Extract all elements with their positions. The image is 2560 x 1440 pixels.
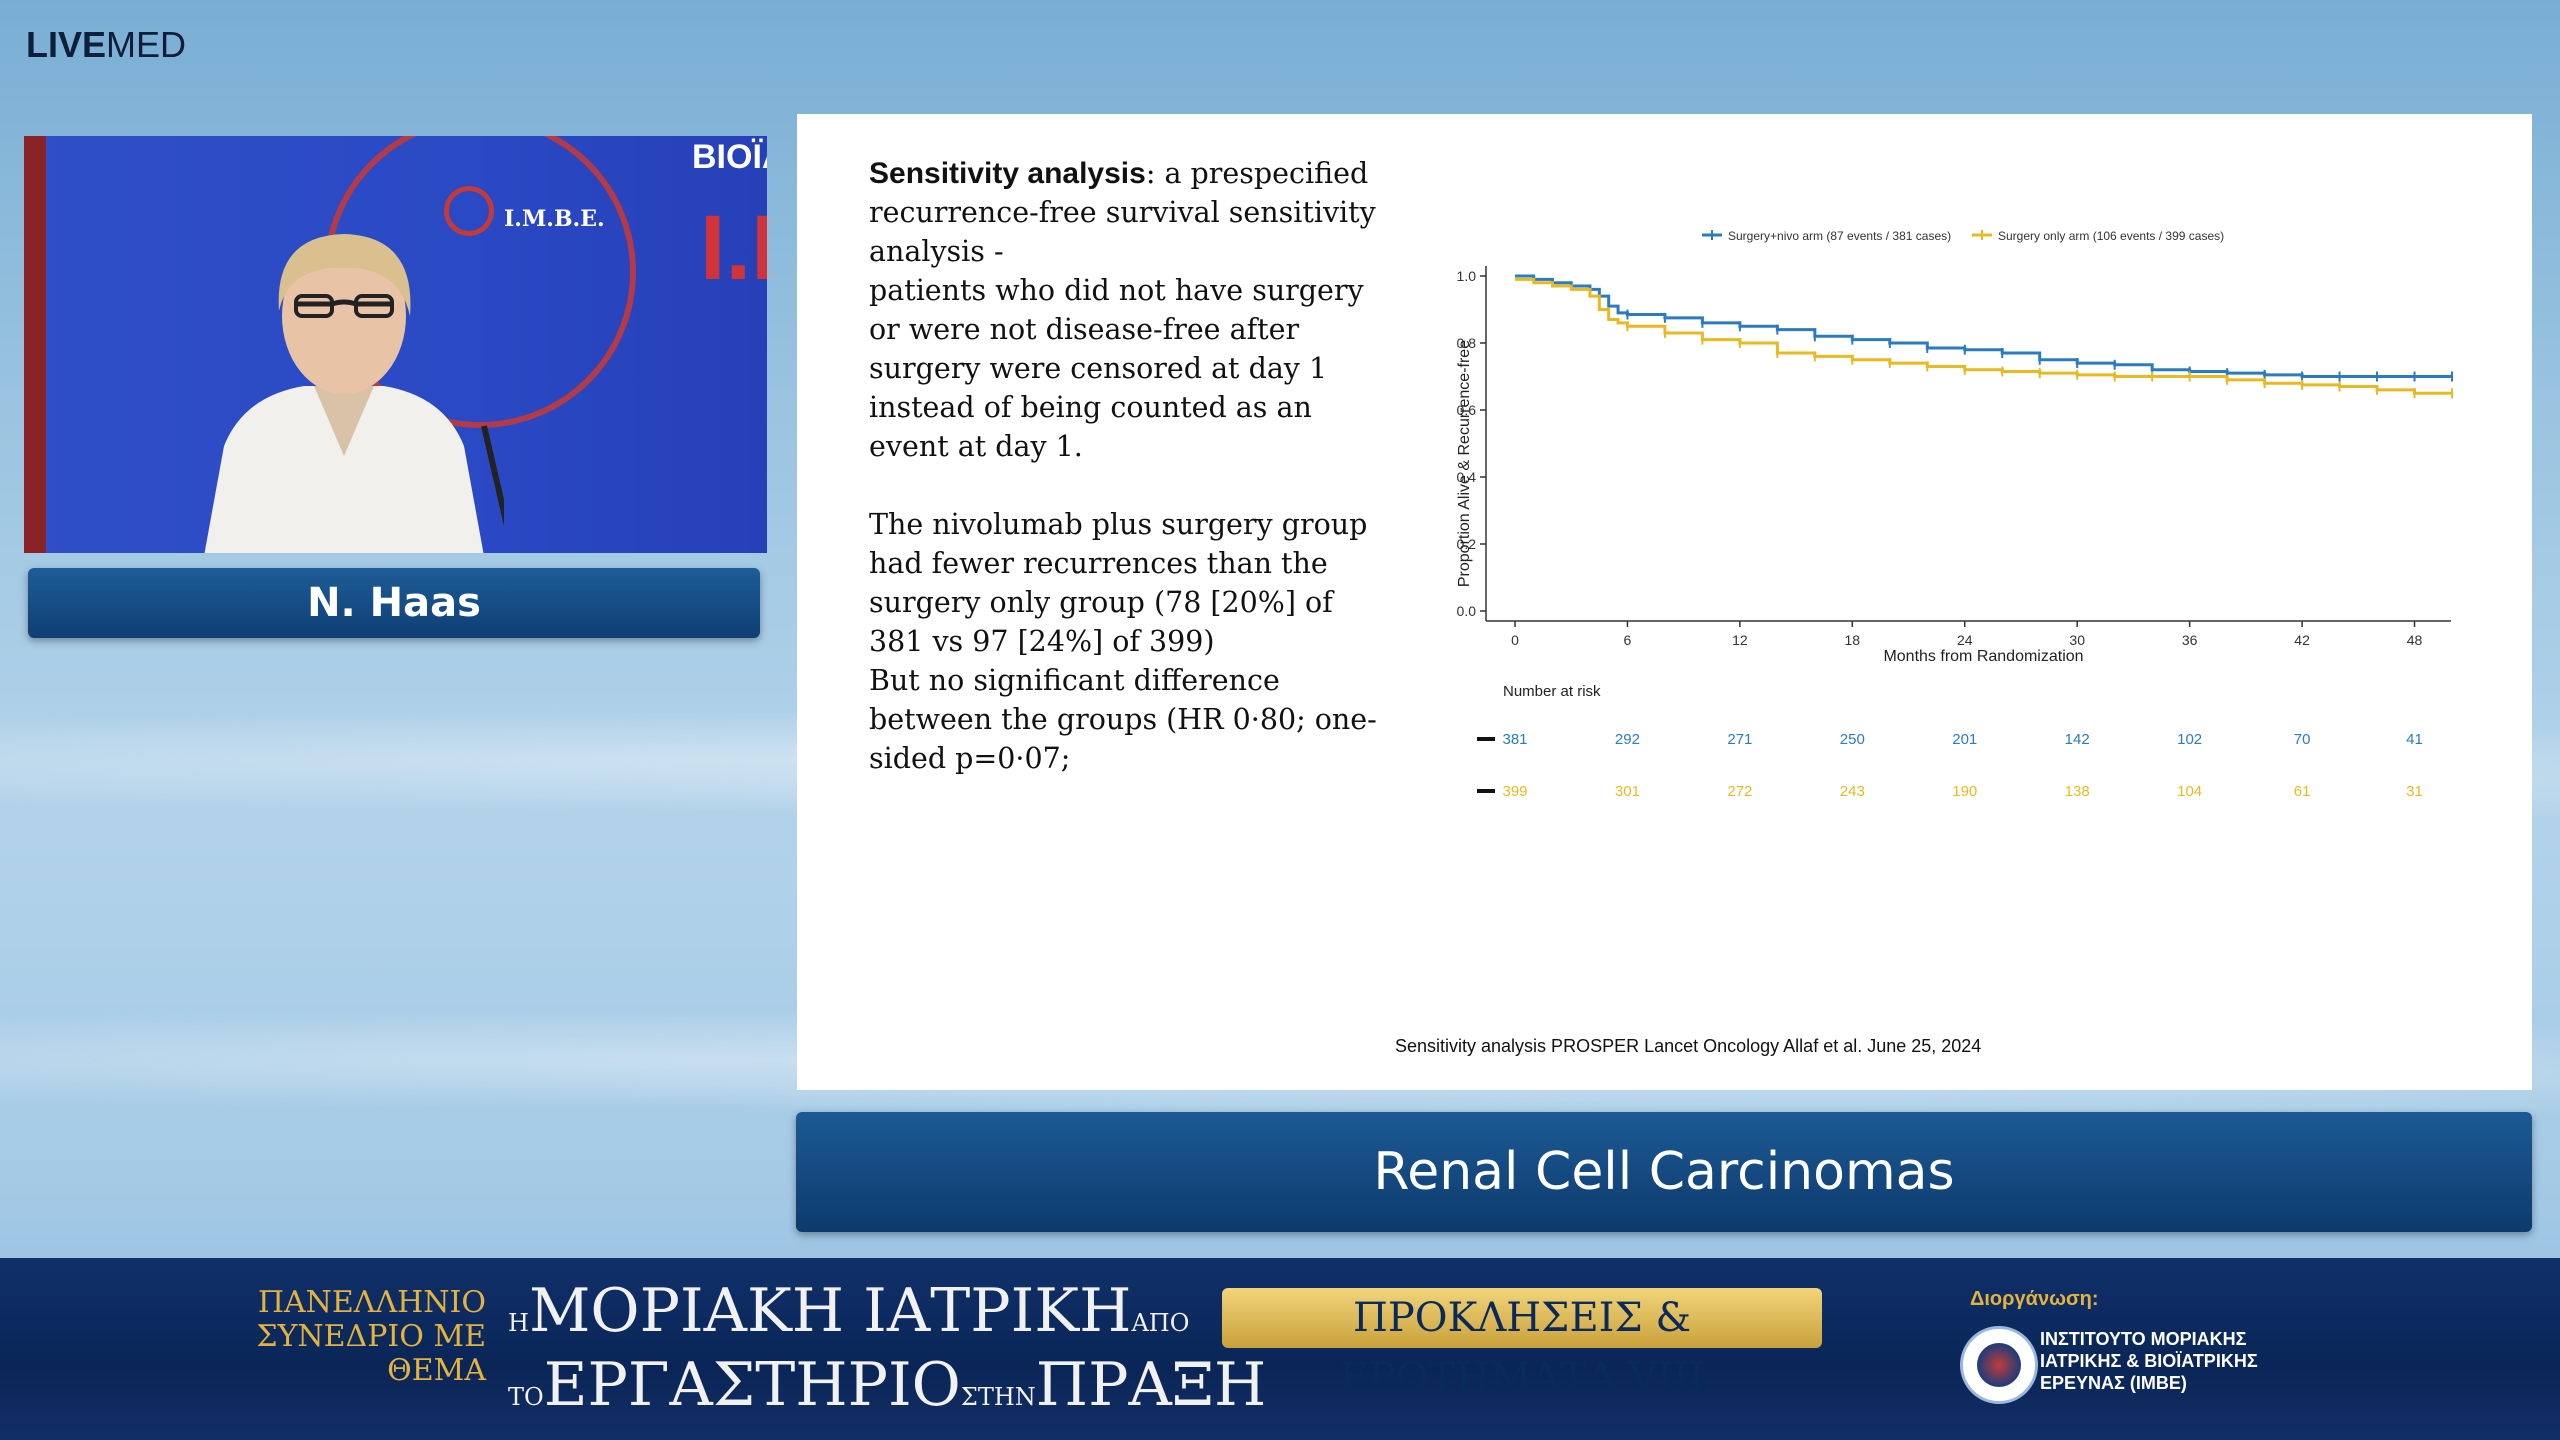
y-axis-label: Proportion Alive & Recurrence-free — [1456, 340, 1473, 587]
conference-footer: ΠΑΝΕΛΛΗΝΙΟ ΣΥΝΕΔΡΙΟ ΜΕ ΘΕΜΑ ΗΜΟΡΙΑΚΗ ΙΑΤ… — [0, 1258, 2560, 1440]
risk-value: 41 — [2406, 731, 2423, 748]
slide-heading: Sensitivity analysis — [869, 157, 1146, 190]
x-tick-label: 12 — [1732, 632, 1748, 648]
risk-value: 381 — [1502, 731, 1527, 748]
risk-value: 61 — [2294, 783, 2311, 800]
risk-value: 399 — [1502, 783, 1527, 800]
organizer-label: Διοργάνωση: — [1970, 1288, 2099, 1310]
emblem-text: I.M.B.E. — [504, 206, 605, 232]
slide-text: Sensitivity analysis: a prespecified rec… — [869, 154, 1389, 778]
x-axis-label: Months from Randomization — [1883, 648, 2083, 665]
footer-badge: ΠΡΟΚΛΗΣΕΙΣ & ΕΡΩΤΗΜΑΤΑ VIII — [1222, 1288, 1822, 1401]
slide-para-1: : a prespecified recurrence-free surviva… — [869, 157, 1376, 268]
backdrop-text: ΒΙΟΪΑ — [692, 138, 767, 176]
risk-value: 301 — [1615, 783, 1640, 800]
speaker-figure — [204, 234, 504, 553]
km-chart: 0.0 0.2 0.4 0.6 0.8 1.0 0 6 12 18 24 30 36 42 48 Months… — [1456, 229, 2453, 800]
speaker-video: I.M.B.E. ΒΙΟΪΑ I.M — [24, 136, 767, 553]
risk-value: 138 — [2065, 783, 2090, 800]
x-tick-label: 42 — [2294, 632, 2310, 648]
x-tick-label: 36 — [2182, 632, 2198, 648]
backdrop-stripe — [24, 136, 46, 553]
risk-value: 142 — [2065, 731, 2090, 748]
slide-para-4: But no significant difference between th… — [869, 664, 1377, 775]
footer-event-line: ΠΑΝΕΛΛΗΝΙΟ ΣΥΝΕΔΡΙΟ ΜΕ ΘΕΜΑ — [256, 1285, 486, 1388]
y-tick-label: 0.6 — [1457, 402, 1477, 418]
slide-para-3: The nivolumab plus surgery group had few… — [869, 508, 1368, 658]
organizer-name: ΙΝΣΤΙΤΟΥΤΟ ΜΟΡΙΑΚΗΣ ΙΑΤΡΙΚΗΣ & ΒΙΟΪΑΤΡΙΚ… — [2040, 1329, 2258, 1393]
y-tick-label: 0.0 — [1457, 603, 1477, 619]
legend-label: Surgery only arm (106 events / 399 cases… — [1998, 229, 2224, 243]
y-tick-label: 0.4 — [1457, 469, 1477, 485]
slide-citation: Sensitivity analysis PROSPER Lancet Onco… — [1395, 1036, 1982, 1056]
risk-value: 201 — [1952, 731, 1977, 748]
y-tick-label: 0.2 — [1457, 536, 1477, 552]
x-tick-label: 48 — [2407, 632, 2423, 648]
risk-table-title: Number at risk — [1503, 683, 1601, 700]
y-tick-label: 0.8 — [1457, 335, 1477, 351]
x-tick-label: 30 — [2069, 632, 2085, 648]
footer-title-line-2: ΤΟΕΡΓΑΣΤΗΡΙΟΣΤΗΝΠΡΑΞΗ — [508, 1350, 1267, 1420]
backdrop-letters: I.M — [700, 197, 767, 299]
speaker-nameplate: N. Haas — [28, 568, 760, 638]
risk-value: 250 — [1840, 731, 1865, 748]
risk-value: 292 — [1615, 731, 1640, 748]
risk-value: 102 — [2177, 731, 2202, 748]
topic-banner: Renal Cell Carcinomas — [796, 1112, 2532, 1232]
footer-title-line-1: ΗΜΟΡΙΑΚΗ ΙΑΤΡΙΚΗΑΠΟ — [508, 1276, 1190, 1346]
atom-icon — [444, 186, 494, 236]
legend-label: Surgery+nivo arm (87 events / 381 cases) — [1728, 229, 1951, 243]
x-tick-label: 24 — [1957, 632, 1973, 648]
presentation-slide: Sensitivity analysis: a prespecified rec… — [797, 114, 2532, 1090]
risk-value: 31 — [2406, 783, 2423, 800]
livemed-logo: LIVEMED — [26, 24, 187, 65]
slide-para-2: patients who did not have surgery or wer… — [869, 274, 1364, 463]
risk-value: 243 — [1840, 783, 1865, 800]
x-tick-label: 0 — [1511, 632, 1519, 648]
risk-value: 271 — [1727, 731, 1752, 748]
risk-value: 272 — [1727, 783, 1752, 800]
risk-value: 190 — [1952, 783, 1977, 800]
x-tick-label: 6 — [1624, 632, 1632, 648]
y-tick-label: 1.0 — [1457, 268, 1477, 284]
x-tick-label: 18 — [1845, 632, 1861, 648]
risk-value: 104 — [2177, 783, 2202, 800]
imbe-logo — [1960, 1326, 2038, 1404]
risk-value: 70 — [2294, 731, 2311, 748]
